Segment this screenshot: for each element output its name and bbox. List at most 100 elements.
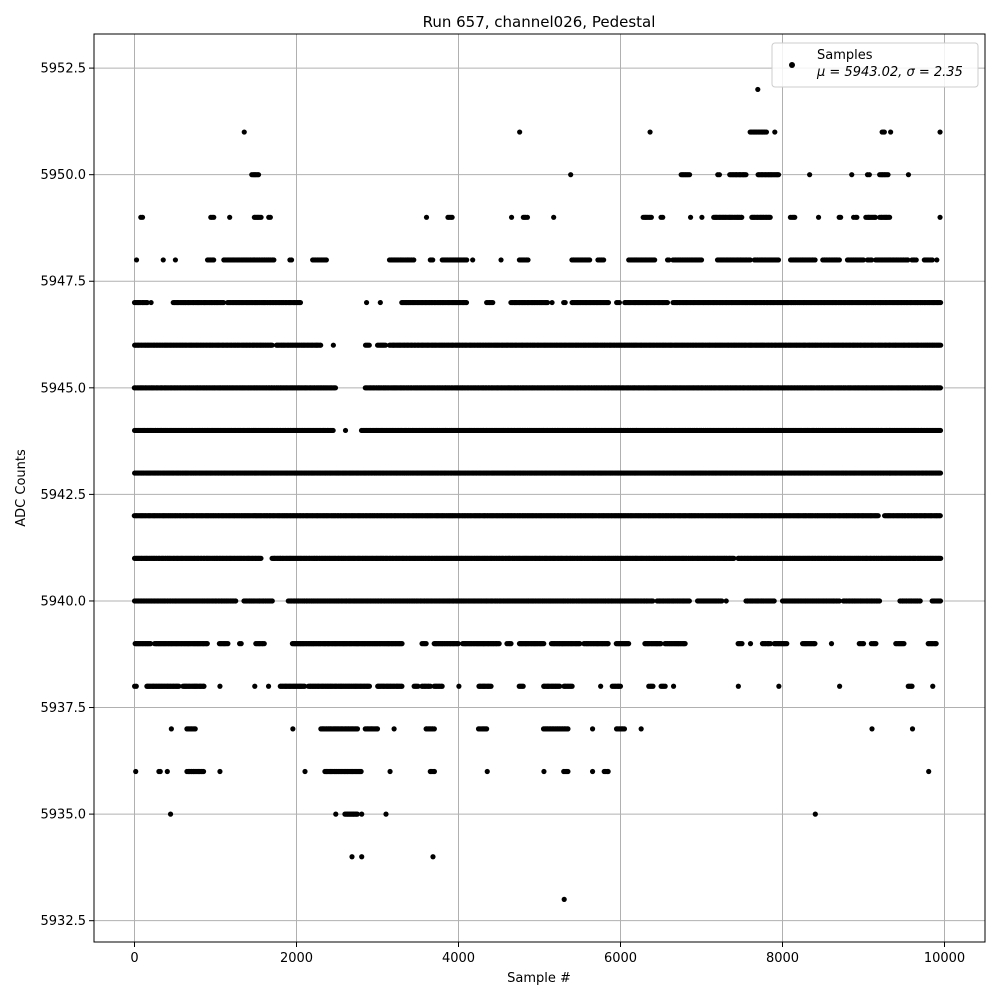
data-point — [172, 257, 179, 263]
data-point — [323, 257, 329, 263]
data-point — [423, 214, 430, 220]
data-point — [937, 427, 944, 434]
data-point — [767, 214, 773, 220]
data-point — [562, 299, 568, 306]
data-point — [508, 214, 515, 220]
data-point — [269, 342, 275, 348]
data-point — [605, 299, 612, 306]
data-point — [517, 129, 523, 135]
data-point — [601, 257, 607, 263]
data-point — [652, 257, 658, 263]
data-point — [743, 172, 749, 178]
data-point — [568, 172, 574, 178]
data-point — [139, 214, 146, 220]
data-point — [716, 172, 723, 178]
data-point — [332, 385, 339, 391]
data-point — [330, 342, 336, 348]
chart-title: Run 657, channel026, Pedestal — [423, 13, 656, 31]
data-point — [807, 172, 813, 178]
data-point — [297, 299, 304, 306]
data-point — [220, 299, 227, 306]
data-point — [498, 257, 504, 263]
data-point — [866, 172, 872, 178]
data-point — [937, 129, 943, 135]
data-point — [525, 257, 531, 263]
data-point — [755, 86, 761, 93]
data-point — [258, 214, 264, 220]
data-point — [366, 342, 372, 348]
data-point — [772, 129, 778, 135]
data-point — [148, 299, 154, 306]
data-point — [860, 257, 867, 263]
data-point — [267, 214, 273, 220]
data-point — [544, 299, 551, 306]
data-point — [913, 257, 919, 263]
data-point — [551, 214, 557, 220]
data-point — [812, 257, 818, 263]
data-point — [363, 299, 370, 306]
data-point — [934, 257, 940, 263]
data-point — [854, 214, 860, 220]
data-point — [775, 257, 782, 263]
data-point — [849, 172, 855, 178]
data-point — [937, 385, 944, 391]
data-point — [463, 299, 470, 306]
data-point — [382, 342, 389, 348]
data-point — [699, 214, 705, 220]
data-point — [872, 214, 879, 220]
data-point — [660, 214, 666, 220]
data-point — [342, 427, 349, 434]
data-point — [869, 257, 875, 263]
data-point — [815, 214, 822, 220]
data-point — [937, 299, 944, 306]
data-point — [666, 257, 672, 263]
data-point — [330, 427, 336, 434]
data-point — [929, 257, 935, 263]
data-point — [524, 214, 531, 220]
data-point — [747, 257, 753, 263]
data-point — [227, 214, 233, 220]
data-point — [905, 172, 912, 178]
data-point — [160, 257, 166, 263]
data-point — [490, 299, 496, 306]
data-point — [587, 257, 593, 263]
data-point — [133, 257, 140, 263]
data-point — [470, 257, 476, 263]
data-point — [144, 299, 150, 306]
data-point — [938, 342, 944, 348]
data-point — [271, 257, 277, 263]
data-point — [937, 470, 944, 476]
data-point — [937, 214, 943, 220]
data-points — [131, 86, 944, 902]
data-point — [888, 129, 894, 135]
data-point — [792, 214, 798, 220]
data-point — [687, 214, 694, 220]
data-point — [838, 214, 844, 220]
data-point — [255, 172, 262, 178]
data-point — [698, 257, 705, 263]
data-point — [241, 129, 247, 135]
data-point — [464, 257, 470, 263]
data-point — [211, 257, 217, 263]
data-point — [377, 299, 383, 306]
data-point — [411, 257, 417, 263]
data-point — [775, 172, 782, 178]
data-point — [211, 214, 217, 220]
data-point — [887, 214, 893, 220]
data-point — [739, 214, 745, 220]
data-point — [430, 257, 436, 263]
data-point — [648, 214, 654, 220]
data-point — [616, 299, 623, 306]
data-point — [318, 342, 324, 348]
data-point — [881, 129, 887, 135]
data-point — [449, 214, 455, 220]
data-point — [664, 299, 671, 306]
data-point — [836, 257, 842, 263]
data-point — [885, 172, 891, 178]
data-point — [288, 257, 295, 263]
data-point — [686, 172, 693, 178]
data-point — [549, 299, 555, 306]
data-point — [905, 257, 911, 263]
